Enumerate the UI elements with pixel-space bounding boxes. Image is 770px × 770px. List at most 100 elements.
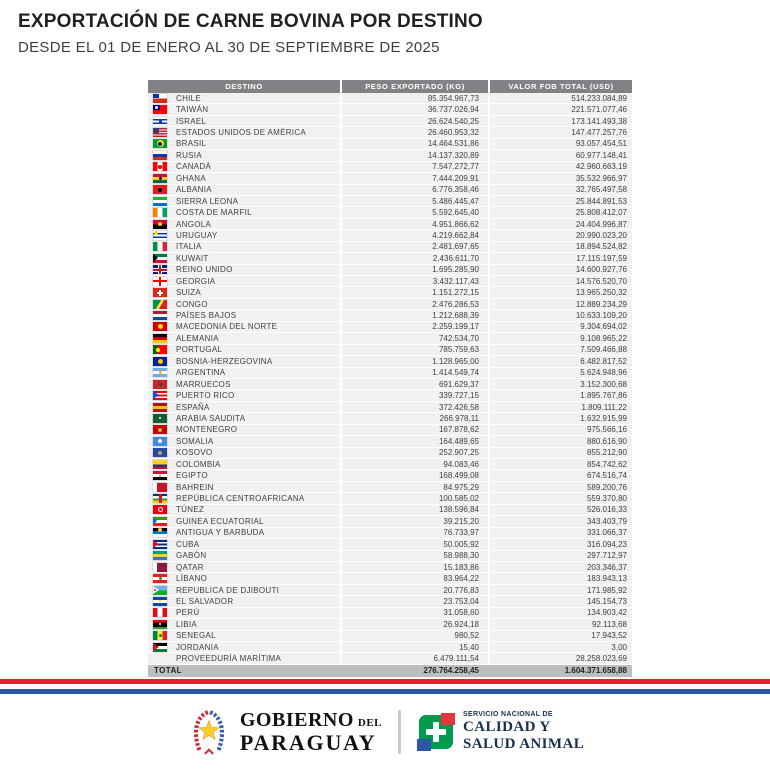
table-row: REINO UNIDO 1.695.285,90 14.600.927,76 [148, 264, 632, 276]
country-name: ARGENTINA [176, 368, 226, 378]
country-flag-icon [153, 562, 167, 572]
table-row: CHILE 85.354.967,73 514.233.084,89 [148, 93, 632, 105]
destination-cell: BRASIL [148, 138, 340, 150]
valor-fob-value: 14.600.927,76 [488, 264, 632, 275]
valor-fob-value: 25.808.412,07 [488, 207, 632, 218]
peso-exportado-value: 15,40 [340, 642, 488, 653]
page-title: EXPORTACIÓN DE CARNE BOVINA POR DESTINO [18, 11, 483, 32]
table-row: ARGENTINA 1.414.549,74 5.624.948,96 [148, 367, 632, 379]
country-name: PORTUGAL [176, 345, 223, 355]
destination-cell: ISRAEL [148, 115, 340, 127]
country-name: COSTA DE MARFIL [176, 208, 252, 218]
valor-fob-value: 14.576.520,70 [488, 276, 632, 287]
country-flag-icon [153, 471, 167, 481]
destination-cell: GHANA [148, 173, 340, 184]
destination-cell: JORDANIA [148, 642, 340, 653]
country-flag-icon [153, 528, 167, 538]
country-flag-icon [153, 93, 167, 103]
valor-fob-value: 9.304.694,02 [488, 321, 632, 333]
total-label: TOTAL [154, 666, 182, 676]
column-header-valor-fob: VALOR FOB TOTAL (USD) [488, 80, 632, 93]
table-row: COLOMBIA 94.083,46 854.742,62 [148, 459, 632, 471]
valor-fob-value: 1.809.111,22 [488, 401, 632, 413]
gov-word-paraguay: PARAGUAY [239, 730, 377, 755]
country-flag-icon [153, 391, 167, 401]
peso-exportado-value: 100.585,02 [340, 493, 488, 504]
table-row: MARRUECOS 691.629,37 3.152.300,68 [148, 378, 632, 391]
peso-exportado-value: 20.776,83 [340, 584, 488, 596]
destination-cell: ARABIA SAUDITA [148, 413, 340, 424]
table-row: PORTUGAL 785.759,63 7.509.466,88 [148, 344, 632, 357]
country-name: MARRUECOS [176, 379, 231, 389]
table-row: CUBA 50.005,92 316.094,23 [148, 539, 632, 551]
country-flag-icon [153, 608, 167, 618]
peso-exportado-value: 94.083,46 [340, 459, 488, 470]
destination-cell: KOSOVO [148, 447, 340, 458]
column-header-peso-exportado: PESO EXPORTADO (KG) [340, 80, 488, 93]
peso-exportado-value: 7.444.209,91 [340, 173, 488, 184]
peso-exportado-value: 4.219.662,84 [340, 230, 488, 241]
gov-word-del: DEL [357, 717, 383, 729]
country-flag-icon [153, 253, 167, 263]
table-row: EL SALVADOR 23.753,04 145.154,73 [148, 596, 632, 608]
country-name: ANGOLA [176, 219, 212, 229]
table-row: MACEDONIA DEL NORTE 2.259.199,17 9.304.694… [148, 321, 632, 334]
destination-cell: ALEMANIA [148, 333, 340, 344]
valor-fob-value: 589.200,76 [488, 481, 632, 493]
total-peso-value: 276.764.258,45 [423, 666, 479, 676]
footer-logos: GOBIERNO DEL PARAGUAY SERVICIO NACIONAL D… [0, 698, 770, 766]
destination-cell: LÍBANO [148, 573, 340, 584]
peso-exportado-value: 36.737.026,94 [340, 104, 488, 115]
table-row: SIERRA LEONA 5.486.445,47 25.844.891,53 [148, 195, 632, 208]
country-name: QATAR [176, 562, 204, 572]
gov-word-gobierno: GOBIERNO [239, 709, 354, 731]
destination-cell: EL SALVADOR [148, 596, 340, 607]
table-row: MONTENEGRO 167.878,62 975.566,16 [148, 424, 632, 437]
table-row: URUGUAY 4.219.662,84 20.990.023,20 [148, 230, 632, 242]
valor-fob-value: 17.115.197,59 [488, 253, 632, 264]
country-name: GUINEA ECUATORIAL [176, 516, 264, 526]
country-name: URUGUAY [176, 230, 218, 240]
country-flag-icon [153, 150, 167, 160]
peso-exportado-value: 76.733,97 [340, 527, 488, 539]
country-flag-icon [153, 242, 167, 252]
peso-exportado-value: 2.436.611,70 [340, 253, 488, 264]
peso-exportado-value: 58.988,30 [340, 550, 488, 561]
valor-fob-value: 32.765.497,58 [488, 184, 632, 195]
table-row: ITALIA 2.481.697,65 18.894.524,82 [148, 241, 632, 254]
country-flag-icon [153, 368, 167, 378]
destination-cell: BAHREIN [148, 481, 340, 493]
country-name: BRASIL [176, 139, 207, 149]
paraguay-stripe-red [0, 679, 770, 684]
valor-fob-value: 134.903,42 [488, 607, 632, 619]
destination-cell: PORTUGAL [148, 344, 340, 356]
destination-cell: SUIZA [148, 287, 340, 298]
country-name: GEORGIA [176, 276, 216, 286]
peso-exportado-value: 39.215,20 [340, 516, 488, 527]
table-row: REPUBLICA DE DJIBOUTI 20.776,83 171.985,92 [148, 584, 632, 597]
column-header-destino: DESTINO [148, 80, 340, 93]
country-flag-icon [153, 105, 167, 115]
valor-fob-value: 35.532.966,97 [488, 173, 632, 184]
table-row: PUERTO RICO 339.727,15 1.895.767,86 [148, 390, 632, 402]
country-name: SENEGAL [176, 631, 216, 641]
destination-cell: LIBIA [148, 619, 340, 630]
country-flag-icon [153, 116, 167, 126]
country-flag-icon [153, 333, 167, 343]
peso-exportado-value: 26.924,18 [340, 619, 488, 630]
destination-cell: PERÚ [148, 607, 340, 619]
valor-fob-value: 854.742,62 [488, 459, 632, 470]
peso-exportado-value: 1.695.285,90 [340, 264, 488, 275]
table-row: KUWAIT 2.436.611,70 17.115.197,59 [148, 253, 632, 265]
table-row: ESTADOS UNIDOS DE AMÉRICA 26.460.953,32 14… [148, 127, 632, 139]
country-name: BOSNIA-HERZEGOVINA [176, 356, 273, 366]
country-name: TAIWÁN [176, 105, 209, 115]
destination-cell: QATAR [148, 561, 340, 573]
senacsa-logo: SERVICIO NACIONAL DE CALIDAD Y SALUD ANI… [417, 711, 584, 752]
country-flag-icon [153, 219, 167, 229]
table-row: ARABIA SAUDITA 266.978,11 1.632.915,99 [148, 413, 632, 425]
country-name: CONGO [176, 299, 208, 309]
peso-exportado-value: 50.005,92 [340, 539, 488, 550]
valor-fob-value: 1.632.915,99 [488, 413, 632, 424]
